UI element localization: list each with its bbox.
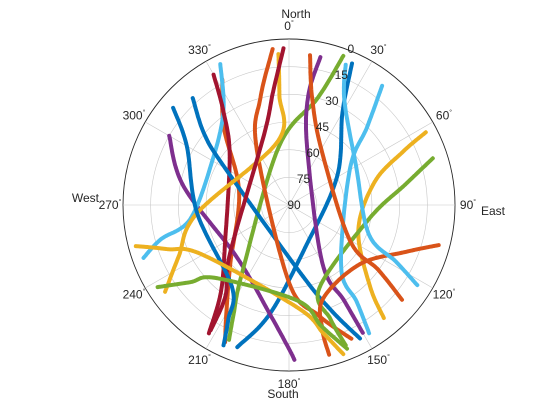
azimuth-tick-label: 0° [284, 19, 294, 33]
azimuth-tick-label: 120° [433, 288, 456, 302]
elevation-tick-label: 90 [287, 198, 301, 212]
azimuth-tick-label: 210° [188, 353, 211, 367]
satellite-track-17 [133, 244, 346, 357]
axis-labels: North South East West 0°30°60°90°120°150… [72, 7, 506, 401]
satellite-tracks [133, 46, 441, 362]
satellite-track-19 [341, 62, 420, 288]
satellite-track-20 [308, 53, 404, 302]
east-label: East [481, 204, 506, 218]
satellite-track-15 [171, 105, 236, 348]
satellite-track-6 [141, 62, 226, 260]
elevation-tick-label: 60 [306, 146, 320, 160]
satellite-track-7 [206, 72, 232, 336]
azimuth-spoke [205, 61, 290, 206]
satellite-track-18 [155, 275, 349, 351]
azimuth-tick-label: 330° [188, 43, 211, 57]
south-label: South [267, 387, 298, 401]
azimuth-tick-label: 60° [436, 109, 452, 123]
azimuth-tick-label: 270° [99, 198, 122, 212]
azimuth-tick-label: 180° [278, 377, 301, 391]
azimuth-tick-label: 90° [460, 198, 476, 212]
satellite-track-9 [252, 47, 354, 341]
azimuth-tick-label: 240° [123, 288, 146, 302]
satellite-track-10 [163, 52, 287, 294]
azimuth-tick-label: 30° [370, 43, 386, 57]
elevation-tick-label: 0 [347, 42, 354, 56]
elevation-tick-label: 30 [325, 94, 339, 108]
azimuth-tick-label: 300° [123, 109, 146, 123]
satellite-track-3 [356, 130, 428, 320]
satellite-track-8 [190, 96, 362, 341]
azimuth-spoke [288, 61, 373, 206]
azimuth-spoke [145, 204, 290, 289]
azimuth-tick-label: 150° [367, 353, 390, 367]
elevation-tick-label: 75 [297, 172, 311, 186]
west-label: West [72, 191, 100, 205]
satellite-track-14 [208, 46, 286, 333]
satellite-track-5 [227, 53, 346, 342]
elevation-tick-label: 15 [335, 68, 349, 82]
north-label: North [281, 7, 310, 21]
elevation-tick-label: 45 [316, 120, 330, 134]
